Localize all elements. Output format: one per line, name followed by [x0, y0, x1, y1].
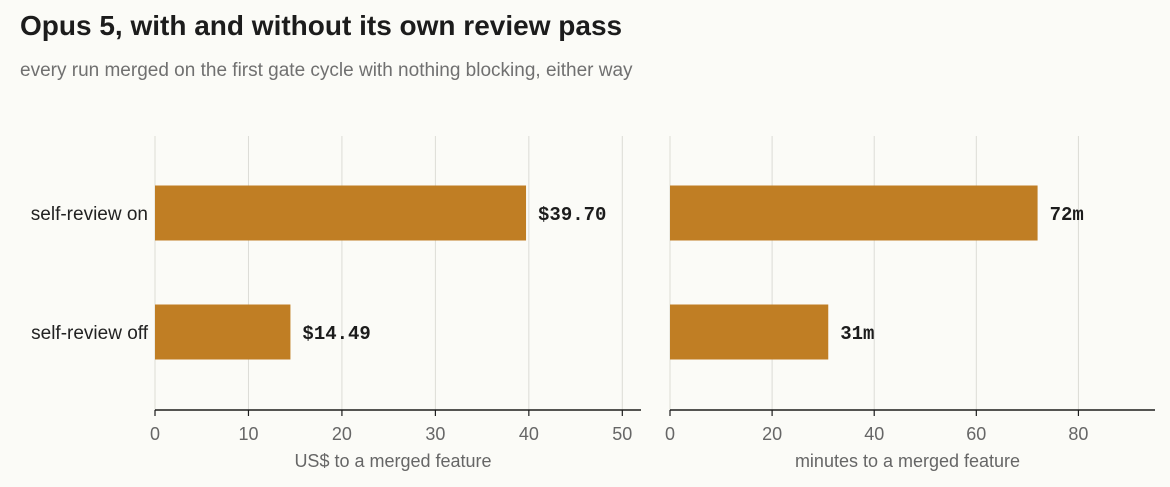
tick-label-2-2: 40	[864, 424, 884, 444]
value-label-1-0: $39.70	[538, 204, 606, 226]
value-label-1-1: $14.49	[302, 323, 370, 345]
bar-2-self-review-off	[670, 304, 829, 360]
tick-label-2-0: 0	[665, 424, 675, 444]
x-axis-title-1: US$ to a merged feature	[294, 451, 491, 471]
tick-label-2-4: 80	[1068, 424, 1088, 444]
category-label-0: self-review on	[31, 204, 148, 225]
bar-2-self-review-on	[670, 185, 1038, 241]
bar-1-self-review-off	[155, 304, 291, 360]
value-label-2-0: 72m	[1050, 204, 1084, 226]
tick-label-1-0: 0	[150, 424, 160, 444]
category-label-1: self-review off	[31, 323, 149, 344]
tick-label-1-3: 30	[425, 424, 445, 444]
tick-label-2-1: 20	[762, 424, 782, 444]
value-label-2-1: 31m	[840, 323, 874, 345]
tick-label-1-2: 20	[332, 424, 352, 444]
chart-title: Opus 5, with and without its own review …	[20, 10, 623, 41]
x-axis-title-2: minutes to a merged feature	[795, 451, 1020, 471]
tick-label-2-3: 60	[966, 424, 986, 444]
tick-label-1-4: 40	[519, 424, 539, 444]
tick-label-1-1: 10	[238, 424, 258, 444]
chart-subtitle: every run merged on the first gate cycle…	[20, 60, 633, 81]
tick-label-1-5: 50	[612, 424, 632, 444]
bar-1-self-review-on	[155, 185, 527, 241]
